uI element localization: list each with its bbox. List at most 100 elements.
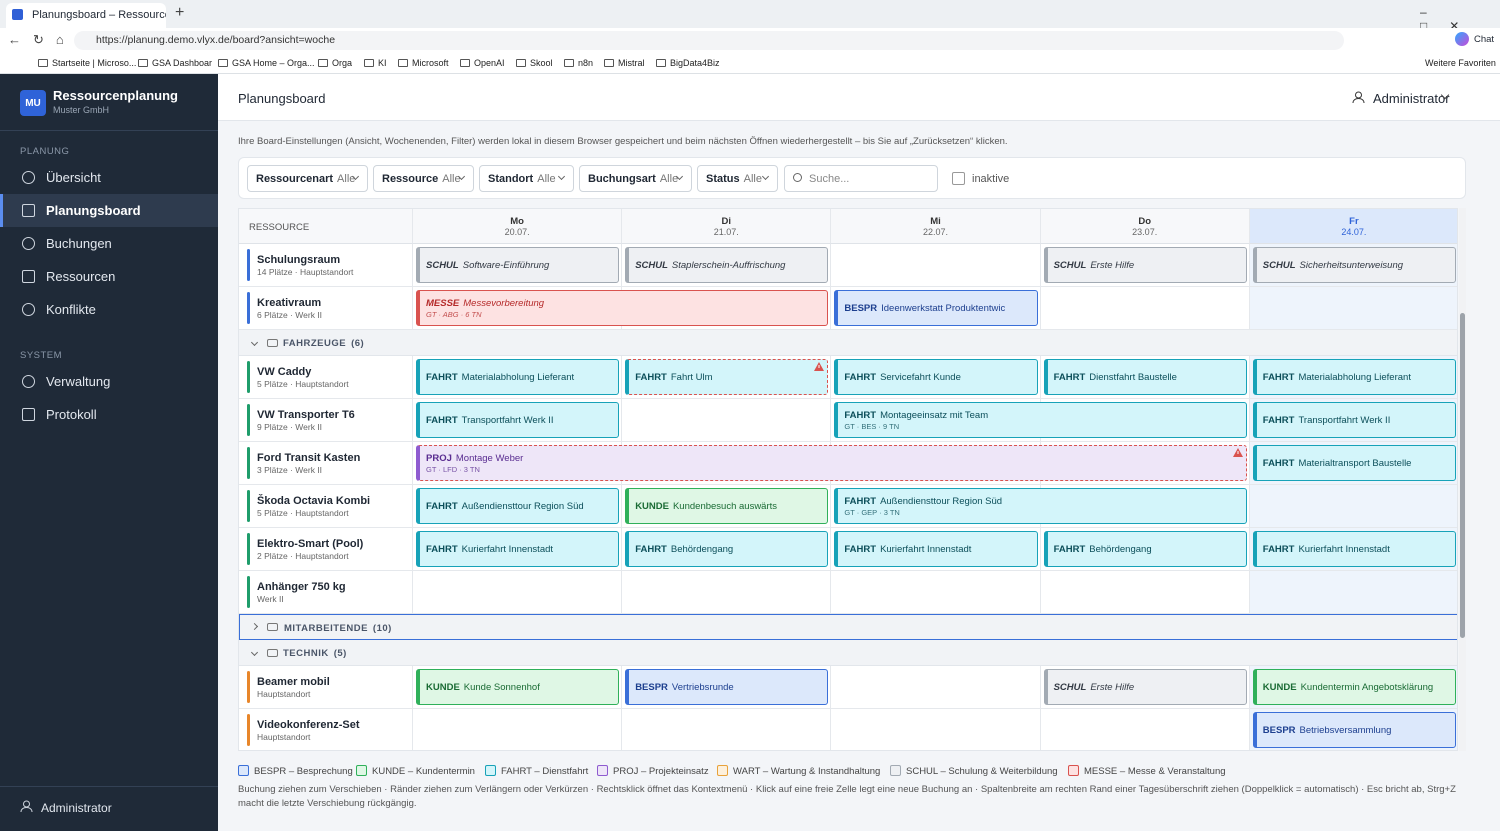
nav-item[interactable]: Konflikte [46, 302, 96, 317]
url-field[interactable]: https://planung.demo.vlyx.de/board?ansic… [74, 31, 1344, 50]
booking[interactable]: SCHUL Erste Hilfe [1043, 669, 1247, 705]
booking[interactable]: KUNDE Kundenbesuch auswärts [625, 488, 829, 524]
legend-item: MESSE – Messe & Veranstaltung [1068, 765, 1226, 777]
filter-dropdown[interactable]: Buchungsart Alle [579, 165, 692, 192]
bookmark[interactable]: Weitere Favoriten [1425, 58, 1496, 68]
filter-dropdown[interactable]: Ressourcenart Alle [247, 165, 368, 192]
tab[interactable]: Planungsboard – Ressourcenplanu [6, 3, 166, 28]
nav-item[interactable]: Übersicht [46, 170, 101, 185]
booking-title: Außendiensttour Region Süd [461, 501, 584, 512]
booking[interactable]: FAHRT Fahrt Ulm [625, 359, 829, 395]
new-tab[interactable]: + [175, 4, 185, 21]
booking[interactable]: KUNDE Kunde Sonnenhof [416, 669, 620, 705]
booking[interactable]: FAHRT Materialabholung Lieferant [1252, 359, 1456, 395]
booking[interactable]: BESPR Ideenwerkstatt Produktentwic [834, 290, 1038, 326]
nav-item[interactable]: Ressourcen [46, 269, 116, 284]
chat-button[interactable]: Chat [1474, 34, 1495, 45]
booking[interactable]: FAHRT Außendiensttour Region Süd GT · GEP … [834, 488, 1247, 524]
day-cell[interactable] [1040, 287, 1250, 330]
booking-line: MESSE Messevorbereitung [426, 298, 821, 309]
booking[interactable]: FAHRT Materialabholung Lieferant [416, 359, 620, 395]
day-cell[interactable] [831, 666, 1041, 709]
day-cell[interactable] [1040, 709, 1250, 750]
bookmark[interactable]: BigData4Biz [656, 58, 720, 68]
day-cell[interactable] [1249, 485, 1457, 528]
bookmark[interactable]: n8n [564, 58, 593, 68]
booking[interactable]: MESSE Messevorbereitung GT · ABG · 6 TN [416, 290, 829, 326]
scroll-thumb[interactable] [1460, 313, 1465, 638]
bookmark[interactable]: OpenAI [460, 58, 505, 68]
day-cell[interactable] [1249, 287, 1457, 330]
booking[interactable]: BESPR Betriebsversammlung [1252, 712, 1456, 748]
booking[interactable]: KUNDE Kundentermin Angebotsklärung [1252, 669, 1456, 705]
filter-dropdown[interactable]: Ressource Alle [373, 165, 474, 192]
filter-dropdown[interactable]: Status Alle [697, 165, 778, 192]
sidebar-user[interactable]: Administrator [41, 801, 112, 815]
bookmark-icon [460, 59, 470, 67]
booking[interactable]: SCHUL Software-Einführung [416, 247, 620, 283]
nav-item[interactable]: Verwaltung [46, 374, 111, 389]
resource-accent [247, 292, 250, 324]
bookmark[interactable]: KI [364, 58, 387, 68]
legend-label: MESSE – Messe & Veranstaltung [1084, 766, 1226, 777]
nav-item[interactable]: Protokoll [46, 407, 97, 422]
booking[interactable]: FAHRT Kurierfahrt Innenstadt [1252, 531, 1456, 567]
bookmark[interactable]: Skool [516, 58, 553, 68]
booking[interactable]: PROJ Montage Weber GT · LFD · 3 TN [416, 445, 1247, 481]
booking[interactable]: SCHUL Erste Hilfe [1043, 247, 1247, 283]
booking-line: PROJ Montage Weber [426, 453, 1240, 464]
group-header[interactable]: MITARBEITENDE (10) [239, 614, 1457, 640]
bookmark[interactable]: GSA Home – Orga... [218, 58, 315, 68]
booking[interactable]: FAHRT Dienstfahrt Baustelle [1043, 359, 1247, 395]
bookmark[interactable]: Startseite | Microso... [38, 58, 136, 68]
booking[interactable]: SCHUL Sicherheitsunterweisung [1252, 247, 1456, 283]
day-cell[interactable] [1249, 571, 1457, 614]
booking[interactable]: FAHRT Behördengang [1043, 531, 1247, 567]
bookmark[interactable]: Mistral [604, 58, 645, 68]
day-cell[interactable] [413, 571, 623, 614]
day-cell[interactable] [413, 709, 623, 750]
booking[interactable]: FAHRT Transportfahrt Werk II [416, 402, 620, 438]
booking[interactable]: BESPR Vertriebsrunde [625, 669, 829, 705]
booking[interactable]: FAHRT Servicefahrt Kunde [834, 359, 1038, 395]
bookmark[interactable]: Orga [318, 58, 352, 68]
booking[interactable]: FAHRT Materialtransport Baustelle [1252, 445, 1456, 481]
group-header[interactable]: TECHNIK (5) [239, 640, 1457, 666]
header-user[interactable]: Administrator [1373, 91, 1450, 106]
day-cell[interactable] [1040, 571, 1250, 614]
booking[interactable]: FAHRT Kurierfahrt Innenstadt [834, 531, 1038, 567]
bookmark[interactable]: GSA Dashboar [138, 58, 212, 68]
legend-swatch [356, 765, 367, 776]
day-cell[interactable] [831, 244, 1041, 287]
resource-accent [247, 714, 250, 746]
booking-title: Vertriebsrunde [671, 682, 734, 693]
divider [0, 786, 218, 787]
group-header[interactable]: FAHRZEUGE (6) [239, 330, 1457, 356]
scrollbar[interactable] [1459, 208, 1466, 751]
checkbox[interactable] [952, 172, 965, 185]
bookmark[interactable]: Microsoft [398, 58, 449, 68]
booking[interactable]: FAHRT Behördengang [625, 531, 829, 567]
filter-dropdown[interactable]: Standort Alle [479, 165, 574, 192]
booking-line: KUNDE Kundentermin Angebotsklärung [1263, 682, 1449, 693]
nav-item[interactable]: Buchungen [46, 236, 112, 251]
nav-item[interactable]: Planungsboard [0, 194, 218, 227]
day-cell[interactable] [622, 399, 832, 442]
filter-label: Standort [488, 173, 534, 185]
nav-buttons[interactable]: ←↻⌂ [8, 32, 76, 47]
booking[interactable]: SCHUL Staplerschein-Auffrischung [625, 247, 829, 283]
booking[interactable]: FAHRT Außendiensttour Region Süd [416, 488, 620, 524]
day-header: Di 21.07. [622, 209, 832, 244]
day-cell[interactable] [622, 571, 832, 614]
bookmark-label: n8n [578, 58, 594, 68]
day-cell[interactable] [831, 709, 1041, 750]
search-field[interactable]: Suche... [784, 165, 938, 192]
day-cell[interactable] [831, 571, 1041, 614]
booking[interactable]: FAHRT Kurierfahrt Innenstadt [416, 531, 620, 567]
day-date: 23.07. [1132, 227, 1158, 237]
booking-code: KUNDE [426, 682, 460, 693]
booking[interactable]: FAHRT Transportfahrt Werk II [1252, 402, 1456, 438]
group-name: TECHNIK [283, 648, 329, 659]
booking[interactable]: FAHRT Montageeinsatz mit Team GT · BES · 9… [834, 402, 1247, 438]
day-cell[interactable] [622, 709, 832, 750]
